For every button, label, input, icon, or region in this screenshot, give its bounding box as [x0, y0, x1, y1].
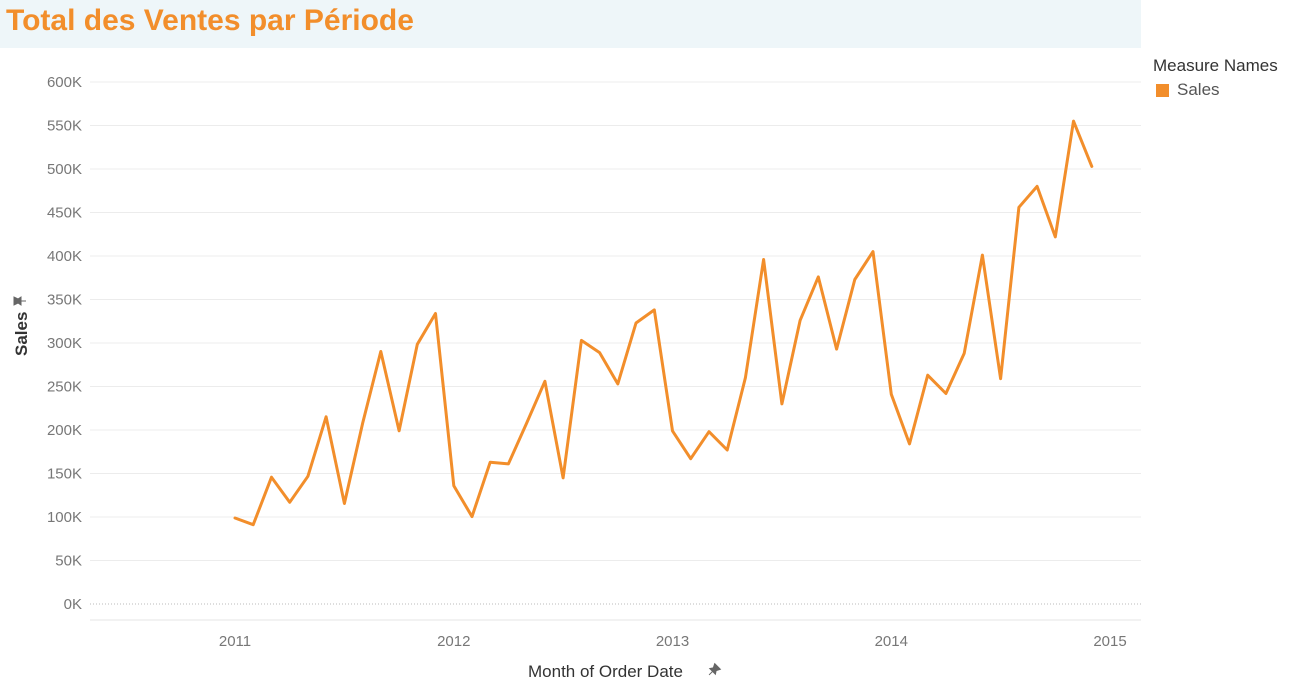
data-point-2013-10[interactable]	[833, 345, 841, 353]
y-axis-pin-icon[interactable]	[13, 296, 26, 306]
data-point-2014-12[interactable]	[1088, 162, 1096, 170]
data-point-2013-08[interactable]	[796, 316, 804, 324]
y-tick-label: 550K	[47, 118, 82, 135]
data-point-2014-07[interactable]	[997, 375, 1005, 383]
x-axis-pin-icon[interactable]	[706, 662, 722, 678]
data-point-2011-07[interactable]	[340, 500, 348, 508]
data-point-2012-07[interactable]	[559, 474, 567, 482]
data-point-2012-08[interactable]	[577, 336, 585, 344]
data-point-2013-05[interactable]	[741, 374, 749, 382]
series-points-sales	[231, 117, 1096, 529]
data-point-2011-06[interactable]	[322, 413, 330, 421]
data-point-2011-05[interactable]	[304, 472, 312, 480]
data-point-2013-09[interactable]	[814, 273, 822, 281]
data-point-2014-04[interactable]	[942, 389, 950, 397]
data-point-2013-12[interactable]	[869, 248, 877, 256]
y-tick-label: 500K	[47, 161, 82, 178]
data-point-2014-09[interactable]	[1033, 182, 1041, 190]
data-point-2013-06[interactable]	[760, 255, 768, 263]
x-tick-label: 2011	[219, 633, 251, 650]
data-point-2012-06[interactable]	[541, 377, 549, 385]
chart-title: Total des Ventes par Période	[6, 4, 414, 37]
x-tick-label: 2013	[656, 633, 689, 650]
x-axis-ticks: 2011 2012 2013 2014 2015	[219, 633, 1127, 650]
data-point-2014-03[interactable]	[924, 371, 932, 379]
data-point-2011-04[interactable]	[286, 498, 294, 506]
y-tick-label: 350K	[47, 292, 82, 309]
y-tick-label: 250K	[47, 379, 82, 396]
data-point-2013-03[interactable]	[705, 428, 713, 436]
data-point-2013-04[interactable]	[723, 446, 731, 454]
data-point-2011-09[interactable]	[377, 348, 385, 356]
data-point-2012-10[interactable]	[614, 380, 622, 388]
y-axis-title: Sales	[12, 312, 31, 356]
x-axis-title: Month of Order Date	[528, 662, 683, 681]
legend-swatch-sales	[1156, 83, 1169, 97]
y-axis-ticks: 0K 50K 100K 150K 200K 250K 300K 350K 400K 450K 500…	[47, 74, 82, 613]
y-tick-label: 400K	[47, 248, 82, 265]
data-point-2013-11[interactable]	[851, 275, 859, 283]
title-bar: Total des Ventes par Période	[0, 0, 1141, 48]
data-point-2014-01[interactable]	[887, 390, 895, 398]
series-line-sales[interactable]	[233, 119, 1094, 527]
data-point-2011-12[interactable]	[432, 310, 440, 318]
data-point-2011-02[interactable]	[249, 521, 257, 529]
data-point-2012-01[interactable]	[450, 482, 458, 490]
data-point-2012-11[interactable]	[632, 319, 640, 327]
y-tick-label: 0K	[64, 596, 82, 613]
data-point-2014-11[interactable]	[1070, 117, 1078, 125]
data-point-2012-02[interactable]	[468, 513, 476, 521]
data-point-2014-05[interactable]	[960, 349, 968, 357]
x-tick-label: 2015	[1093, 633, 1126, 650]
data-point-2011-01[interactable]	[231, 514, 239, 522]
y-tick-label: 150K	[47, 466, 82, 483]
data-point-2012-03[interactable]	[486, 458, 494, 466]
y-tick-label: 100K	[47, 509, 82, 526]
data-point-2012-12[interactable]	[650, 306, 658, 314]
data-point-2014-06[interactable]	[978, 251, 986, 259]
x-tick-label: 2014	[875, 633, 908, 650]
legend: Measure Names Sales	[1153, 56, 1278, 100]
legend-item-sales[interactable]: Sales	[1153, 80, 1278, 100]
x-tick-label: 2012	[437, 633, 470, 650]
data-point-2011-11[interactable]	[413, 340, 421, 348]
data-point-2013-02[interactable]	[687, 455, 695, 463]
data-point-2012-04[interactable]	[504, 460, 512, 468]
data-point-2014-02[interactable]	[905, 440, 913, 448]
y-tick-label: 600K	[47, 74, 82, 91]
data-point-2013-01[interactable]	[669, 427, 677, 435]
data-point-2011-10[interactable]	[395, 427, 403, 435]
y-tick-label: 450K	[47, 205, 82, 222]
data-point-2014-08[interactable]	[1015, 203, 1023, 211]
data-point-2014-10[interactable]	[1051, 233, 1059, 241]
data-point-2012-09[interactable]	[596, 349, 604, 357]
gridlines	[90, 81, 1141, 621]
data-point-2011-03[interactable]	[267, 473, 275, 481]
legend-label-sales: Sales	[1177, 80, 1220, 99]
data-point-2011-08[interactable]	[359, 419, 367, 427]
y-tick-label: 300K	[47, 335, 82, 352]
legend-title: Measure Names	[1153, 56, 1278, 75]
y-tick-label: 200K	[47, 422, 82, 439]
y-tick-label: 50K	[55, 553, 82, 570]
data-point-2012-05[interactable]	[523, 419, 531, 427]
data-point-2013-07[interactable]	[778, 400, 786, 408]
